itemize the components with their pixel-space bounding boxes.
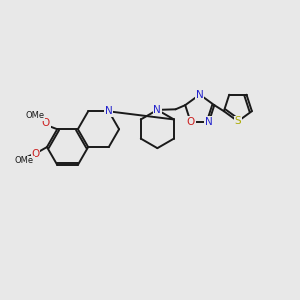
Text: N: N: [105, 106, 113, 116]
Text: OMe: OMe: [25, 111, 44, 120]
Text: N: N: [154, 105, 161, 115]
Text: N: N: [205, 117, 213, 127]
Text: OMe: OMe: [15, 156, 34, 165]
Text: S: S: [235, 116, 241, 126]
Text: N: N: [196, 90, 204, 100]
Text: O: O: [31, 149, 40, 159]
Text: O: O: [187, 117, 195, 127]
Text: O: O: [42, 118, 50, 128]
